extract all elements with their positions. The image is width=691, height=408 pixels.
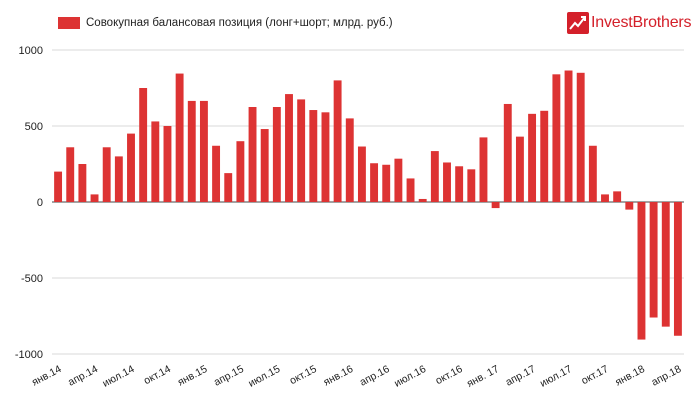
bar [114,156,123,202]
bar [66,147,75,202]
bar [637,202,646,340]
bar [430,151,439,202]
bar [394,158,403,202]
legend-swatch [58,17,80,29]
x-tick-label: окт.16 [434,363,465,387]
bar [357,146,366,202]
bar [382,164,391,202]
y-tick-label: 0 [37,197,43,209]
bar [345,118,354,202]
y-tick-label: 500 [25,121,43,133]
bar [673,202,682,336]
bar [151,121,160,202]
bar [199,100,208,202]
x-tick-label: окт.15 [288,363,319,387]
bar [601,194,609,202]
bar [540,110,549,202]
bar [564,70,573,203]
x-tick-label: янв.18 [613,363,647,389]
x-tick-label: янв.15 [176,363,210,389]
bar [333,80,342,202]
bar [163,126,172,202]
y-tick-label: -500 [21,273,43,285]
x-tick-label: апр.14 [66,363,100,389]
bar [297,99,306,202]
x-tick-label: янв.16 [322,363,356,389]
bar [588,145,597,202]
x-tick-label: июл.16 [392,363,428,390]
bar [370,163,379,202]
x-tick-label: апр.17 [504,363,538,389]
bar [102,147,111,202]
bar [236,141,245,202]
x-tick-label: июл.15 [246,363,282,390]
bar [515,136,524,202]
bar [649,202,658,318]
bar [78,164,87,202]
x-tick-label: апр.16 [358,363,392,389]
bar [418,198,427,202]
x-tick-label: апр.18 [649,363,683,389]
bar [90,194,99,202]
bar [406,178,415,202]
x-tick-label: апр.15 [212,363,246,389]
x-tick-label: окт.14 [142,363,173,387]
bar [321,112,330,202]
legend: Совокупная балансовая позиция (лонг+шорт… [58,17,393,29]
bar [455,166,464,202]
bar [187,100,196,202]
bar [309,110,318,202]
bar [661,202,670,327]
x-tick-label: окт.17 [579,363,610,387]
y-tick-label: 1000 [19,45,43,57]
y-tick-label: -1000 [15,349,43,361]
bar [443,162,451,202]
bar [552,74,561,202]
bar [479,137,488,202]
bar [139,88,148,202]
bar [260,129,269,202]
bar [212,145,221,202]
bar [467,169,476,202]
bar [503,103,512,202]
bar [576,72,585,202]
x-tick-label: июл.17 [538,363,574,390]
bar [613,191,622,202]
bar [625,202,634,210]
logo-text: InvestBrothers [591,14,691,31]
x-tick-label: янв.14 [30,363,64,389]
chart-up-icon [567,12,589,34]
bar [54,171,63,202]
legend-label: Совокупная балансовая позиция (лонг+шорт… [86,17,393,29]
x-tick-label: янв. 17 [465,363,501,390]
bar [248,107,257,202]
x-tick-label: июл.14 [101,363,137,390]
bar [491,202,500,209]
bar [528,113,537,202]
bar [285,94,293,202]
bar [224,173,233,202]
bar [175,73,184,202]
brand-logo: InvestBrothers [567,12,691,34]
bar [127,133,135,202]
bar [272,107,281,202]
